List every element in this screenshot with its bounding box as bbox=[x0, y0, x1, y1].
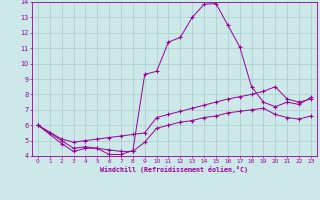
X-axis label: Windchill (Refroidissement éolien,°C): Windchill (Refroidissement éolien,°C) bbox=[100, 166, 248, 173]
